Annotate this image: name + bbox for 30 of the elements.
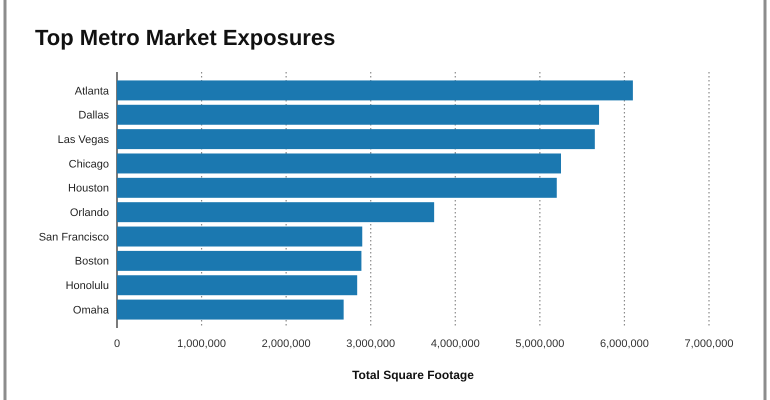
x-tick-label: 0 bbox=[114, 338, 120, 350]
y-tick-label: Las Vegas bbox=[58, 134, 110, 146]
bar bbox=[117, 202, 434, 222]
chart-title: Top Metro Market Exposures bbox=[35, 25, 336, 50]
y-tick-label: Chicago bbox=[68, 158, 109, 170]
y-tick-label: San Francisco bbox=[38, 231, 109, 244]
bar bbox=[117, 226, 362, 247]
x-axis-title: Total Square Footage bbox=[352, 368, 474, 382]
y-tick-label: Atlanta bbox=[74, 85, 110, 98]
x-tick-label: 3,000,000 bbox=[346, 338, 396, 350]
y-tick-label: Dallas bbox=[78, 110, 110, 122]
bar bbox=[117, 153, 561, 174]
bar bbox=[117, 104, 600, 125]
bar bbox=[117, 275, 358, 296]
y-tick-label: Houston bbox=[68, 182, 109, 195]
bar bbox=[117, 250, 362, 271]
x-tick-label: 4,000,000 bbox=[430, 338, 480, 350]
x-tick-label: 2,000,000 bbox=[262, 338, 311, 350]
y-tick-label: Omaha bbox=[72, 304, 110, 316]
y-tick-label: Orlando bbox=[70, 207, 109, 220]
x-tick-label: 7,000,000 bbox=[684, 338, 734, 350]
bar bbox=[117, 80, 633, 100]
bar bbox=[117, 129, 595, 150]
bar bbox=[117, 178, 557, 198]
x-tick-label: 6,000,000 bbox=[600, 338, 649, 350]
y-tick-label: Honolulu bbox=[66, 280, 109, 292]
bar bbox=[117, 300, 344, 320]
x-tick-label: 5,000,000 bbox=[515, 338, 564, 350]
y-tick-label: Boston bbox=[74, 256, 109, 268]
x-tick-label: 1,000,000 bbox=[177, 338, 226, 350]
